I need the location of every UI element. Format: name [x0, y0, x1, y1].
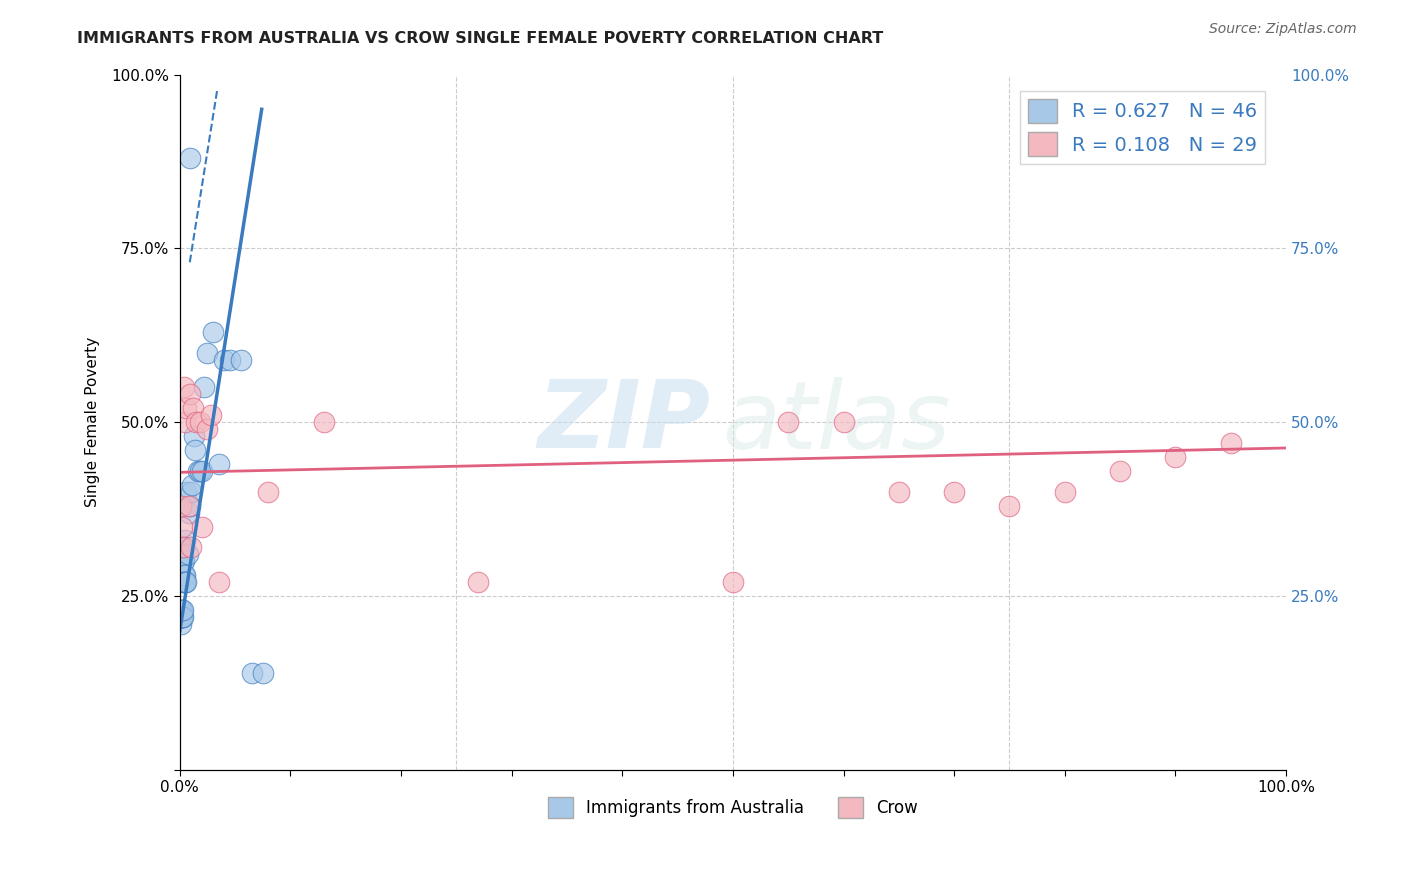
Point: [173, 554, 195, 568]
Legend: Immigrants from Australia, Crow: Immigrants from Australia, Crow: [541, 790, 924, 824]
Point: [172, 610, 194, 624]
Point: [202, 325, 225, 339]
Point: [212, 352, 235, 367]
Point: [943, 484, 966, 499]
Point: [170, 610, 193, 624]
Point: [887, 484, 910, 499]
Point: [257, 484, 280, 499]
Point: [172, 541, 194, 555]
Point: [173, 568, 195, 582]
Point: [1164, 450, 1187, 464]
Point: [186, 415, 208, 429]
Point: [1219, 436, 1241, 450]
Point: [176, 575, 198, 590]
Point: [252, 665, 274, 680]
Point: [191, 519, 214, 533]
Point: [229, 352, 252, 367]
Point: [998, 499, 1021, 513]
Point: [180, 484, 202, 499]
Point: [832, 415, 855, 429]
Point: [170, 603, 193, 617]
Point: [173, 541, 195, 555]
Y-axis label: Single Female Poverty: Single Female Poverty: [86, 337, 100, 508]
Point: [174, 533, 197, 548]
Point: [180, 541, 202, 555]
Point: [200, 409, 222, 423]
Point: [179, 151, 201, 165]
Point: [240, 665, 263, 680]
Point: [218, 352, 240, 367]
Point: [177, 506, 200, 520]
Point: [176, 548, 198, 562]
Point: [174, 568, 197, 582]
Point: [170, 610, 193, 624]
Point: [207, 457, 229, 471]
Point: [172, 603, 194, 617]
Point: [197, 345, 219, 359]
Point: [188, 464, 211, 478]
Point: [1109, 464, 1132, 478]
Point: [170, 519, 193, 533]
Text: atlas: atlas: [721, 376, 950, 467]
Point: [170, 610, 193, 624]
Text: ZIP: ZIP: [538, 376, 711, 468]
Point: [207, 575, 229, 590]
Point: [172, 554, 194, 568]
Point: [312, 415, 335, 429]
Point: [181, 401, 204, 416]
Point: [176, 401, 198, 416]
Point: [173, 380, 195, 394]
Point: [172, 603, 194, 617]
Point: [174, 575, 197, 590]
Point: [173, 575, 195, 590]
Point: [177, 499, 200, 513]
Point: [186, 464, 208, 478]
Point: [173, 575, 195, 590]
Point: [184, 443, 207, 458]
Point: [183, 429, 205, 443]
Point: [172, 575, 194, 590]
Point: [181, 478, 204, 492]
Point: [179, 387, 201, 401]
Point: [172, 548, 194, 562]
Point: [172, 541, 194, 555]
Point: [170, 603, 193, 617]
Point: [778, 415, 800, 429]
Text: Source: ZipAtlas.com: Source: ZipAtlas.com: [1209, 22, 1357, 37]
Point: [174, 415, 197, 429]
Text: IMMIGRANTS FROM AUSTRALIA VS CROW SINGLE FEMALE POVERTY CORRELATION CHART: IMMIGRANTS FROM AUSTRALIA VS CROW SINGLE…: [77, 31, 883, 46]
Point: [179, 499, 201, 513]
Point: [191, 464, 214, 478]
Point: [467, 575, 489, 590]
Point: [1053, 484, 1076, 499]
Point: [188, 415, 211, 429]
Point: [197, 422, 219, 436]
Point: [170, 610, 193, 624]
Point: [176, 484, 198, 499]
Point: [172, 541, 194, 555]
Point: [170, 616, 193, 631]
Point: [721, 575, 744, 590]
Point: [170, 548, 193, 562]
Point: [170, 499, 193, 513]
Point: [193, 380, 215, 394]
Point: [170, 610, 193, 624]
